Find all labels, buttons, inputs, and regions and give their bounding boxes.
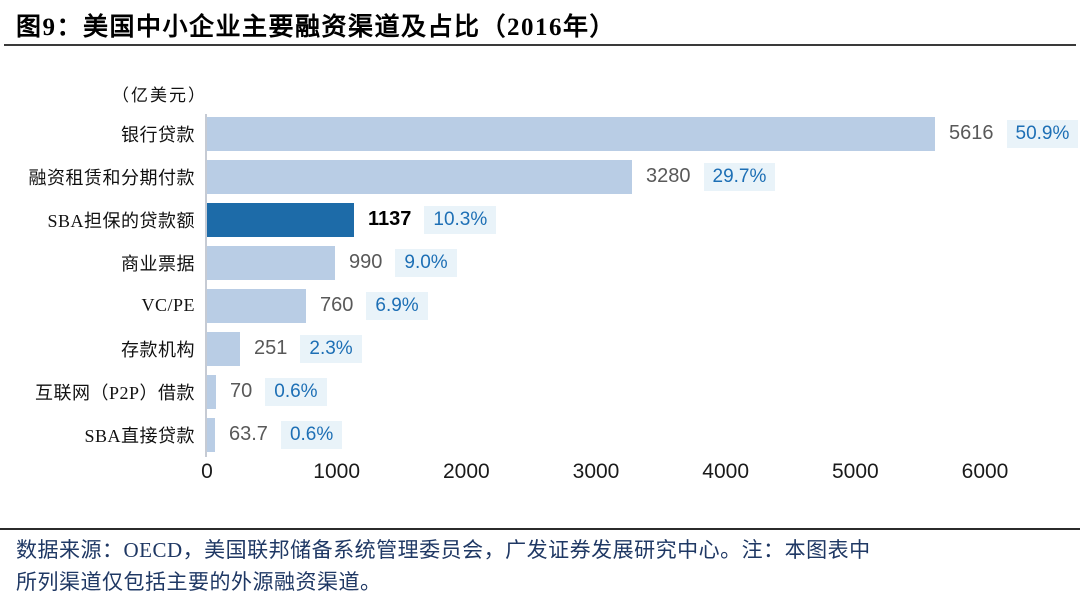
value-label: 760: [320, 294, 354, 316]
bar: [207, 417, 215, 452]
title-divider: [4, 44, 1076, 46]
chart-row: 银行贷款 5616 50.9%: [0, 112, 1080, 155]
x-tick-label: 4000: [702, 460, 750, 483]
bar: [207, 116, 935, 151]
percent-badge: 9.0%: [395, 248, 457, 277]
chart-row: 融资租赁和分期付款 3280 29.7%: [0, 155, 1080, 198]
chart-rows: 银行贷款 5616 50.9% 融资租赁和分期付款 3280 29.7% SBA…: [0, 112, 1080, 456]
value-label: 990: [349, 251, 383, 273]
percent-badge: 0.6%: [265, 377, 327, 406]
bar: [207, 245, 335, 280]
footer-divider: [0, 528, 1080, 530]
y-axis-line: [205, 114, 207, 457]
axis-unit-label: （亿美元）: [112, 86, 207, 105]
source-note-line1: 数据来源：OECD，美国联邦储备系统管理委员会，广发证券发展研究中心。注：本图表…: [16, 538, 871, 562]
value-label: 70: [230, 380, 253, 402]
figure-title: 图9：美国中小企业主要融资渠道及占比（2016年）: [16, 14, 617, 41]
bar-chart: 银行贷款 5616 50.9% 融资租赁和分期付款 3280 29.7% SBA…: [0, 112, 1080, 458]
row-label: VC/PE: [141, 295, 195, 315]
chart-row: SBA担保的贷款额 1137 10.3%: [0, 198, 1080, 241]
percent-badge: 2.3%: [300, 334, 362, 363]
x-tick-label: 2000: [442, 460, 490, 483]
x-tick-label: 3000: [572, 460, 620, 483]
x-axis: 0 1000 2000 3000 4000 5000 6000: [0, 460, 1080, 488]
percent-badge: 10.3%: [424, 205, 497, 234]
percent-badge: 6.9%: [366, 291, 428, 320]
x-tick-label: 5000: [831, 460, 879, 483]
chart-row: 互联网（P2P）借款 70 0.6%: [0, 370, 1080, 413]
percent-badge: 0.6%: [280, 420, 343, 449]
value-label: 3280: [646, 165, 691, 187]
row-label: SBA担保的贷款额: [47, 210, 195, 231]
source-note-line2: 所列渠道仅包括主要的外源融资渠道。: [16, 569, 382, 594]
x-tick-label: 0: [201, 460, 213, 483]
percent-badge: 50.9%: [1006, 119, 1079, 148]
bar: [207, 202, 354, 237]
row-label: 存款机构: [121, 339, 195, 360]
value-label: 251: [254, 337, 288, 359]
percent-badge: 29.7%: [703, 162, 776, 191]
row-label: 银行贷款: [121, 124, 195, 145]
bar: [207, 374, 216, 409]
value-label: 63.7: [229, 423, 268, 445]
chart-row: VC/PE 760 6.9%: [0, 284, 1080, 327]
bar: [207, 159, 632, 194]
row-label: 商业票据: [121, 253, 195, 274]
row-label: 融资租赁和分期付款: [28, 167, 195, 188]
source-note: 数据来源：OECD，美国联邦储备系统管理委员会，广发证券发展研究中心。注：本图表…: [16, 535, 1068, 598]
chart-row: SBA直接贷款 63.7 0.6%: [0, 413, 1080, 456]
x-tick-label: 6000: [961, 460, 1009, 483]
chart-row: 商业票据 990 9.0%: [0, 241, 1080, 284]
row-label: 互联网（P2P）借款: [34, 382, 195, 403]
row-label: SBA直接贷款: [84, 425, 195, 446]
value-label: 1137: [368, 208, 412, 230]
bar: [207, 331, 240, 366]
bar: [207, 288, 306, 323]
x-tick-label: 1000: [313, 460, 361, 483]
chart-row: 存款机构 251 2.3%: [0, 327, 1080, 370]
value-label: 5616: [949, 122, 994, 144]
